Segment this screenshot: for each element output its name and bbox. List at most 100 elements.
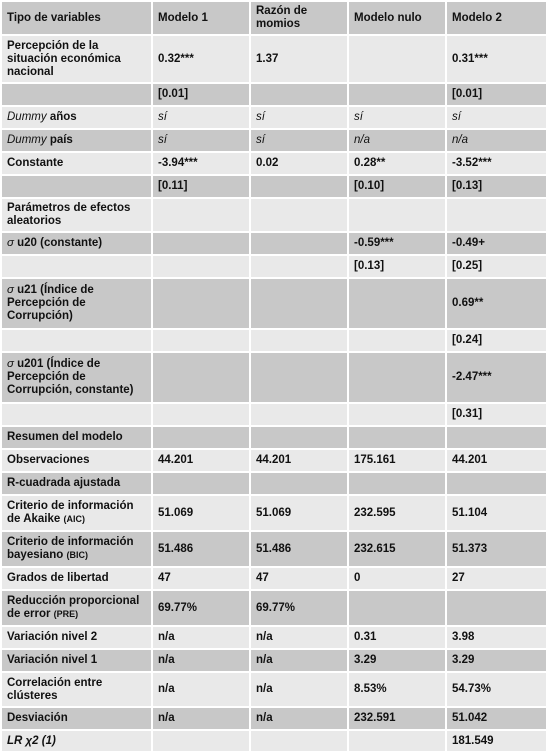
cell-modelo-1: sí: [151, 105, 251, 130]
section-label-resumen: Resumen del modelo: [0, 425, 153, 450]
cell-modelo-nulo: 0: [347, 566, 447, 591]
cell-modelo-2: -2.47***: [445, 351, 546, 404]
cell-modelo-1: 47: [151, 566, 251, 591]
cell-modelo-2: [0.31]: [445, 402, 546, 427]
cell-modelo-1: [151, 402, 251, 427]
cell-razon-momios: n/a: [249, 706, 349, 731]
cell-modelo-nulo: [347, 729, 447, 753]
cell-modelo-nulo: 175.161: [347, 448, 447, 473]
cell-modelo-2: sí: [445, 105, 546, 130]
row-label: [0, 82, 153, 107]
cell-modelo-1: 69.77%: [151, 589, 251, 627]
row-label-text: Reducción proporcional de error: [7, 595, 140, 620]
cell-razon-momios: [249, 328, 349, 353]
row-label-rest: u201 (Índice de Percepción de Corrupción…: [7, 358, 134, 396]
cell-razon-momios: sí: [249, 105, 349, 130]
cell-razon-momios: [249, 351, 349, 404]
cell-modelo-1: [0.01]: [151, 82, 251, 107]
cell-modelo-nulo: 8.53%: [347, 671, 447, 708]
cell-modelo-1: n/a: [151, 706, 251, 731]
table-row-constante: Constante -3.94*** 0.02 0.28** -3.52***: [0, 151, 546, 176]
cell-modelo-1: -3.94***: [151, 151, 251, 176]
cell-razon-momios: 44.201: [249, 448, 349, 473]
sigma-symbol: σ: [7, 284, 14, 296]
cell-razon-momios: [249, 729, 349, 753]
row-label: Desviación: [0, 706, 153, 731]
header-razon-momios: Razón de momios: [249, 0, 349, 36]
cell-modelo-2: 51.373: [445, 530, 546, 568]
row-label: Criterio de información bayesiano (BIC): [0, 530, 153, 568]
table-row-dummy-anos: Dummy años sí sí sí sí: [0, 105, 546, 130]
row-label: Observaciones: [0, 448, 153, 473]
row-label: Constante: [0, 151, 153, 176]
cell-modelo-nulo: 232.615: [347, 530, 447, 568]
header-modelo-nulo: Modelo nulo: [347, 0, 447, 36]
row-label: [0, 174, 153, 199]
cell-razon-momios: [249, 277, 349, 330]
cell-modelo-1: 51.486: [151, 530, 251, 568]
cell-modelo-2: [0.01]: [445, 82, 546, 107]
row-label-rest: u20 (constante): [13, 237, 103, 249]
table-row-constante-se: [0.11] [0.10] [0.13]: [0, 174, 546, 199]
row-label-abbr: (BIC): [66, 550, 88, 560]
cell-razon-momios: n/a: [249, 671, 349, 708]
row-label: Grados de libertad: [0, 566, 153, 591]
cell-modelo-1: [151, 197, 251, 233]
cell-modelo-2: 51.104: [445, 494, 546, 532]
table-row-dummy-pais: Dummy país sí sí n/a n/a: [0, 128, 546, 153]
cell-modelo-2: [445, 589, 546, 627]
cell-razon-momios: 0.02: [249, 151, 349, 176]
cell-modelo-nulo: [347, 351, 447, 404]
cell-modelo-nulo: 0.31: [347, 625, 447, 650]
cell-modelo-2: 0.31***: [445, 34, 546, 84]
header-modelo-1: Modelo 1: [151, 0, 251, 36]
cell-modelo-1: [151, 425, 251, 450]
cell-modelo-nulo: 3.29: [347, 648, 447, 673]
cell-modelo-2: [445, 425, 546, 450]
cell-modelo-2: 54.73%: [445, 671, 546, 708]
cell-modelo-nulo: [347, 589, 447, 627]
cell-razon-momios: sí: [249, 128, 349, 153]
cell-razon-momios: n/a: [249, 648, 349, 673]
table-row-lr-chi2: LR χ2 (1) 181.549: [0, 729, 546, 753]
cell-modelo-2: -3.52***: [445, 151, 546, 176]
row-label: Dummy años: [0, 105, 153, 130]
cell-modelo-nulo: [347, 277, 447, 330]
cell-razon-momios: [249, 231, 349, 256]
cell-modelo-nulo: [347, 471, 447, 496]
cell-modelo-1: [151, 328, 251, 353]
cell-modelo-2: 181.549: [445, 729, 546, 753]
sigma-symbol: σ: [7, 237, 14, 249]
row-label-rest: u21 (Índice de Percepción de Corrupción): [7, 284, 94, 322]
cell-modelo-nulo: -0.59***: [347, 231, 447, 256]
table-row-r-cuadrada: R-cuadrada ajustada: [0, 471, 546, 496]
header-tipo-variables: Tipo de variables: [0, 0, 153, 36]
cell-modelo-1: 51.069: [151, 494, 251, 532]
row-label-rest: país: [46, 134, 73, 146]
row-label-italic: Dummy: [7, 111, 47, 123]
row-label-rest: años: [46, 111, 77, 123]
cell-razon-momios: [249, 197, 349, 233]
cell-modelo-nulo: [347, 402, 447, 427]
row-label: Percepción de la situación económica nac…: [0, 34, 153, 84]
table-row-u21-se: [0.24]: [0, 328, 546, 353]
table-row-observaciones: Observaciones 44.201 44.201 175.161 44.2…: [0, 448, 546, 473]
table-row-parametros: Parámetros de efectos aleatorios: [0, 197, 546, 233]
cell-modelo-1: sí: [151, 128, 251, 153]
cell-razon-momios: [249, 425, 349, 450]
cell-modelo-2: n/a: [445, 128, 546, 153]
cell-modelo-nulo: sí: [347, 105, 447, 130]
row-label-abbr: (AIC): [63, 514, 85, 524]
cell-modelo-2: 3.29: [445, 648, 546, 673]
cell-razon-momios: [249, 471, 349, 496]
cell-modelo-nulo: [0.13]: [347, 254, 447, 279]
sigma-symbol: σ: [7, 358, 14, 370]
row-label: LR χ2 (1): [0, 729, 153, 753]
table-row-u201: σ u201 (Índice de Percepción de Corrupci…: [0, 351, 546, 404]
cell-modelo-1: [151, 351, 251, 404]
row-label: Dummy país: [0, 128, 153, 153]
header-modelo-2: Modelo 2: [445, 0, 546, 36]
cell-razon-momios: 47: [249, 566, 349, 591]
cell-razon-momios: 51.069: [249, 494, 349, 532]
